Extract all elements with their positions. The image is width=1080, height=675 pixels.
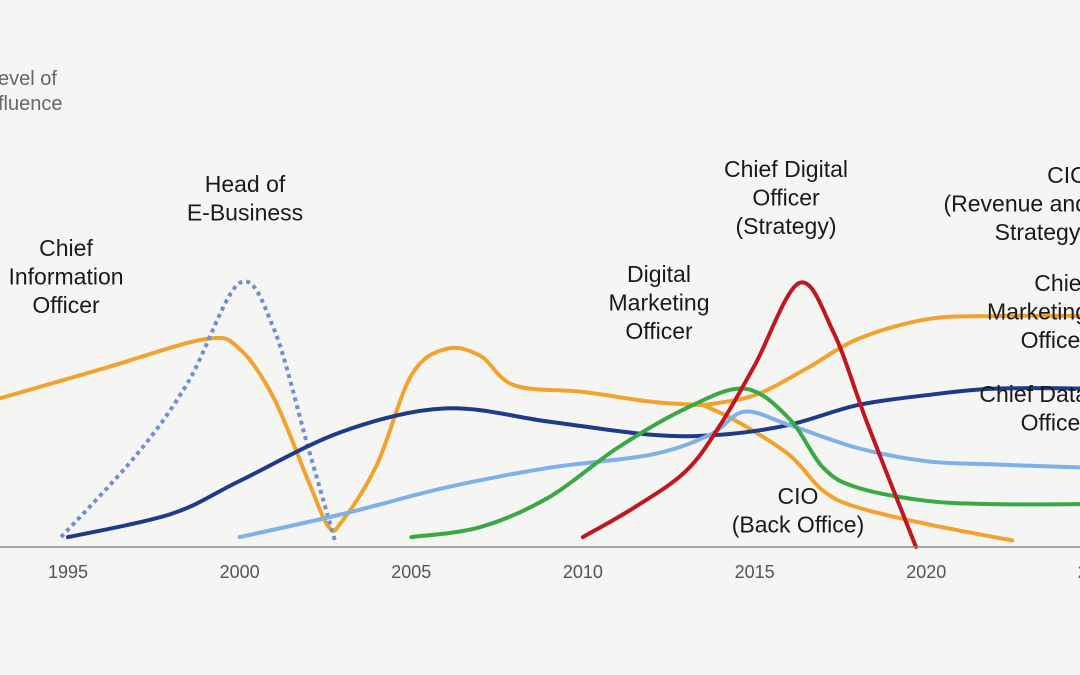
series-label-line: Head of [205, 171, 286, 197]
series-label-cio-back-office: CIO (Back Office) [732, 483, 865, 538]
series-label-chief-data-officer: Chief Data Officer [979, 381, 1080, 436]
x-tick-label: 1995 [48, 562, 88, 582]
series-label-line: Officer [1021, 410, 1080, 436]
series-line-digital-marketing-officer [409, 386, 1080, 540]
series-label-chief-information-officer-cio: Chief Information Officer [8, 235, 123, 318]
series-label-line: (Strategy) [736, 213, 837, 239]
series-label-cio-revenue-and-strategy: CIO (Revenue and Strategy) [944, 162, 1080, 245]
x-tick-label: 2020 [906, 562, 946, 582]
series-label-line: Chief [39, 235, 93, 261]
y-axis-label: evel of fluence [0, 68, 63, 115]
series-label-line: (Revenue and [944, 191, 1080, 217]
x-tick-label: 2000 [220, 562, 260, 582]
series-line-head-of-e-business [59, 279, 338, 545]
series-label-line: Officer [32, 292, 100, 318]
series-label-line: Officer [625, 318, 693, 344]
series-label-line: Digital [627, 261, 691, 287]
series-line-chief-marketing-officer [66, 386, 1080, 540]
series-label-head-of-e-business: Head of E-Business [187, 171, 303, 226]
x-tick-label: 2005 [391, 562, 431, 582]
x-tick-label: 2010 [563, 562, 603, 582]
series-label-line: CIO [1047, 162, 1080, 188]
series-line-chief-data-officer [237, 409, 1080, 540]
series-label-chief-digital-officer-strategy: Chief Digital Officer (Strategy) [724, 156, 848, 239]
series-label-line: Officer [752, 185, 820, 211]
series-label-line: Marketing [987, 299, 1080, 325]
x-tick-label: 2015 [735, 562, 775, 582]
x-axis-ticks: 1995 2000 2005 2010 2015 2020 2025 [48, 562, 1080, 582]
series-label-line: Chief Digital [724, 156, 848, 182]
series-label-line: E-Business [187, 200, 303, 226]
series-line-chief-digital-officer-strategy [580, 280, 918, 549]
series-label-line: Chief Data [979, 381, 1080, 407]
series-label-line: CIO [778, 483, 819, 509]
series-label-line: (Back Office) [732, 512, 865, 538]
series-label-line: Strategy) [995, 219, 1080, 245]
y-axis-label-line-1: evel of [0, 68, 57, 90]
series-label-line: Chief [1034, 270, 1080, 296]
x-tick-label: 2025 [1078, 562, 1080, 582]
series-line-chief-information-officer-cio [0, 335, 706, 533]
series-line-cio-back-office [701, 403, 1015, 543]
series-label-line: Information [8, 264, 123, 290]
series-label-digital-marketing-officer: Digital Marketing Officer [609, 261, 710, 344]
series-layer [0, 279, 1080, 549]
series-label-line: Marketing [609, 290, 710, 316]
series-label-line: Officer [1021, 327, 1080, 353]
y-axis-label-line-2: fluence [0, 93, 63, 115]
series-line-cio-revenue-and-strategy [701, 313, 1080, 408]
